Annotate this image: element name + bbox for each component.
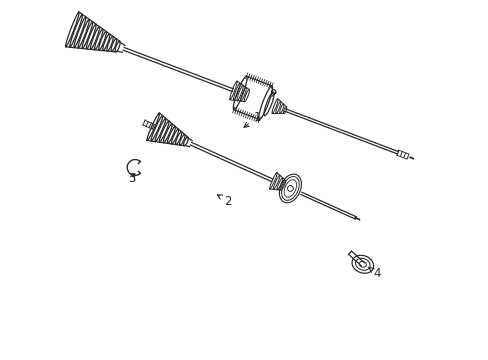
Text: 2: 2 bbox=[217, 195, 232, 208]
Text: 3: 3 bbox=[127, 172, 135, 185]
Text: 4: 4 bbox=[368, 267, 380, 280]
Text: 1: 1 bbox=[244, 111, 260, 127]
